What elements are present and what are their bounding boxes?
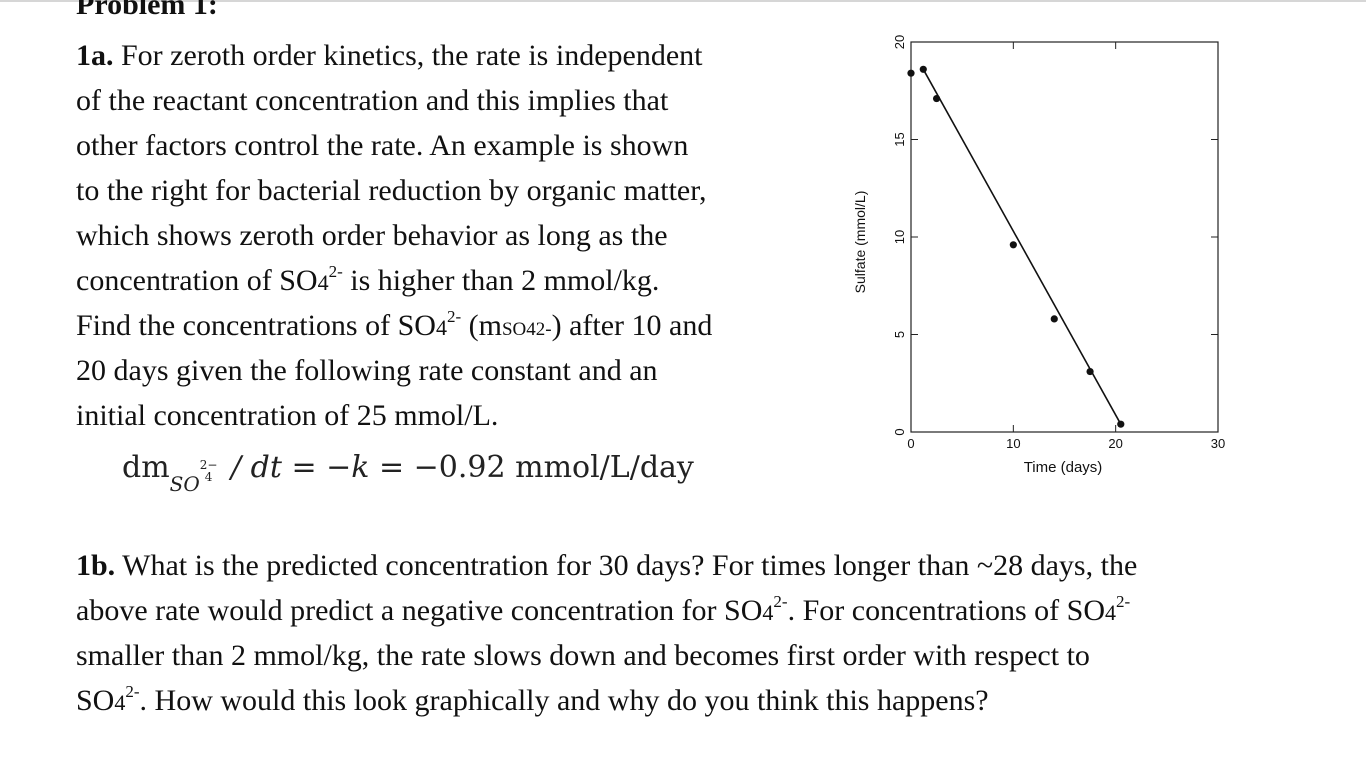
data-point xyxy=(919,65,927,73)
data-point xyxy=(932,94,941,103)
part-a-text-7-sup: 2- xyxy=(446,307,462,326)
part-a-text-7-msub: SO42- xyxy=(501,319,552,340)
part-a-line-5: which shows zeroth order behavior as lon… xyxy=(76,219,668,252)
part-a-text-6-sup: 2- xyxy=(328,262,343,281)
part-a-text-7-pre: Find the concentrations of SO xyxy=(76,309,436,342)
part-a-text-1: For zeroth order kinetics, the rate is i… xyxy=(113,39,703,72)
data-point xyxy=(1009,241,1017,249)
part-a-line-6: concentration of SO42- is higher than 2 … xyxy=(76,263,659,301)
part-b-line-3: smaller than 2 mmol/kg, the rate slows d… xyxy=(76,639,1090,672)
part-b-text-1: What is the predicted concentration for … xyxy=(115,549,1138,582)
part-a-line-7: Find the concentrations of SO42- (mSO42-… xyxy=(76,308,712,348)
part-b-text-2-sub2: 4 xyxy=(1105,600,1117,625)
part-b-line-4: SO42-. How would this look graphically a… xyxy=(76,683,989,721)
part-b-label: 1b. xyxy=(76,549,116,582)
part-a-line-3: other factors control the rate. An examp… xyxy=(76,129,689,162)
tick-marks: 0 5 10 15 20 0 10 20 30 xyxy=(892,35,1225,451)
part-a-text-6-sub: 4 xyxy=(317,270,329,295)
y-tick-label: 10 xyxy=(892,230,907,244)
rate-equation: dmSO2− 4 / dt = −k = −0.92 mmol/L/day xyxy=(122,450,694,496)
part-b-text-4-post: . How would this look graphically and wh… xyxy=(139,684,989,717)
part-a-text-7-sub: 4 xyxy=(435,315,447,340)
equation-k: −k xyxy=(326,450,370,485)
part-b-text-2-sub: 4 xyxy=(762,600,774,625)
data-point xyxy=(1117,420,1125,428)
equation-dt: / dt = xyxy=(221,450,327,485)
part-a-text-7-mid: (m xyxy=(461,309,502,342)
fit-line xyxy=(922,68,1122,425)
part-b-line-2: above rate would predict a negative conc… xyxy=(76,593,1130,631)
fit-line-layer xyxy=(922,68,1122,425)
y-tick-label: 0 xyxy=(892,428,907,435)
part-a-text-6-pre: concentration of SO xyxy=(76,264,318,297)
part-a-line-9: initial concentration of 25 mmol/L. xyxy=(76,399,499,432)
equation-charge: 2− 4 xyxy=(200,459,218,483)
y-tick-label: 20 xyxy=(892,35,907,49)
part-b-text-4-pre: SO xyxy=(76,684,115,717)
x-tick-label: 10 xyxy=(1006,436,1020,451)
x-axis-label: Time (days) xyxy=(1024,459,1103,476)
part-b-text-2-mid: . For concentrations of SO xyxy=(787,594,1106,627)
part-a-line-1: 1a. For zeroth order kinetics, the rate … xyxy=(76,38,702,74)
data-point xyxy=(1086,367,1094,376)
equation-charge-sup: 2− xyxy=(199,458,218,472)
part-a-text-7-post: ) after 10 and xyxy=(551,309,713,342)
equation-value: = −0.92 mmol/L/day xyxy=(369,450,694,485)
part-a-line-4: to the right for bacterial reduction by … xyxy=(76,174,707,207)
equation-charge-sub: 4 xyxy=(204,470,213,484)
y-tick-label: 5 xyxy=(892,331,907,338)
part-b-line-1: 1b. What is the predicted concentration … xyxy=(76,548,1137,584)
problem-title: Problem 1: xyxy=(76,0,218,21)
part-a-line-2: of the reactant concentration and this i… xyxy=(76,84,669,117)
part-b-text-2-sup: 2- xyxy=(773,592,788,611)
data-points-layer xyxy=(907,65,1125,428)
x-tick-label: 30 xyxy=(1211,436,1225,451)
plot-frame xyxy=(910,41,1219,433)
data-point xyxy=(907,69,915,77)
equation-dm: dm xyxy=(122,450,170,485)
data-point xyxy=(1050,315,1058,323)
part-b-text-2-sup2: 2- xyxy=(1116,592,1131,611)
equation-subscript: SO xyxy=(169,472,200,496)
x-tick-label: 20 xyxy=(1108,436,1122,451)
part-a-label: 1a. xyxy=(76,39,114,72)
part-b-text-2-pre: above rate would predict a negative conc… xyxy=(76,594,763,627)
page-top-border xyxy=(0,0,1366,2)
y-tick-label: 15 xyxy=(892,132,907,146)
y-axis-label: Sulfate (mmol/L) xyxy=(852,191,868,294)
sulfate-vs-time-chart: 0 5 10 15 20 0 10 20 30 Sulfate (mmol/L) Time (d… xyxy=(852,35,1225,476)
x-tick-label: 0 xyxy=(907,436,914,451)
part-a-text-6-post: is higher than 2 mmol/kg. xyxy=(342,264,660,297)
part-b-text-4-sub: 4 xyxy=(114,690,126,715)
part-b-text-4-sup: 2- xyxy=(125,682,140,701)
part-a-line-8: 20 days given the following rate constan… xyxy=(76,354,658,387)
